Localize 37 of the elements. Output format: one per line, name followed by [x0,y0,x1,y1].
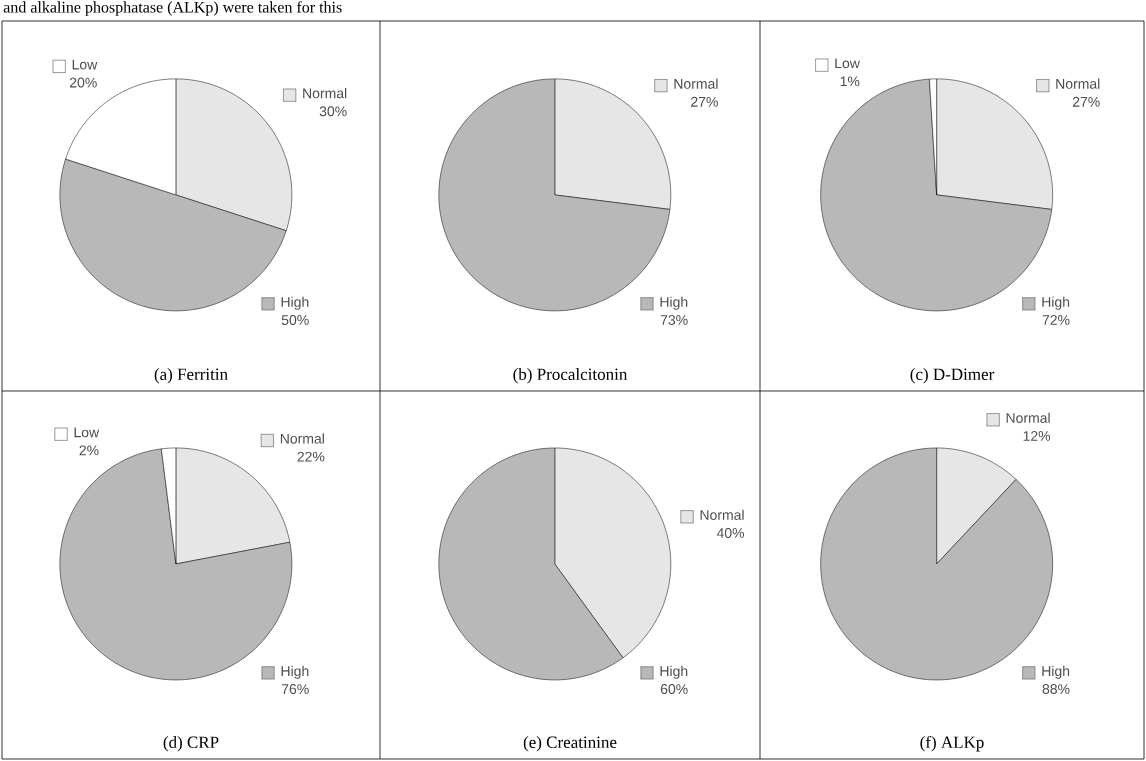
text: (e) Creatinine [523,736,617,752]
data-label: 76% [281,684,309,695]
data-label: 20% [69,77,97,88]
text: (a) Ferritin [154,368,228,384]
data-label: 27% [691,96,718,107]
legend-label: Normal [700,509,744,520]
legend-label: High [1042,665,1070,679]
text: (b) Procalcitonin [513,368,628,384]
legend-label: Low [74,427,100,438]
data-label: 60% [660,684,688,695]
data-label: 2% [79,445,99,456]
data-label: 12% [1023,431,1051,441]
data-label: 50% [281,315,309,325]
data-label: 72% [1042,315,1070,325]
data-label: 22% [297,451,325,462]
data-label: 73% [660,315,688,325]
text: (c) D-Dimer [910,368,995,384]
legend-label: High [660,296,688,310]
legend-label: Normal [280,433,324,444]
legend-label: Low [72,59,98,70]
data-label: 1% [840,76,860,87]
legend-label: High [1042,296,1070,310]
data-label: 27% [1072,96,1100,107]
data-label: 30% [319,106,347,117]
legend-label: High [281,665,309,679]
data-label: 40% [716,528,745,538]
legend-label: High [660,665,688,679]
text: and alkaline phosphatase (ALKp) were taken for this [3,1,342,16]
legend-label: Normal [1056,78,1100,89]
text: (d) CRP [163,736,219,752]
legend-label: Low [835,58,860,69]
text: (f) ALKp [920,735,984,752]
legend-label: Normal [303,88,347,99]
legend-label: High [281,296,309,310]
legend-label: Normal [1006,412,1050,423]
legend-label: Normal [674,78,718,89]
data-label: 88% [1042,684,1070,695]
